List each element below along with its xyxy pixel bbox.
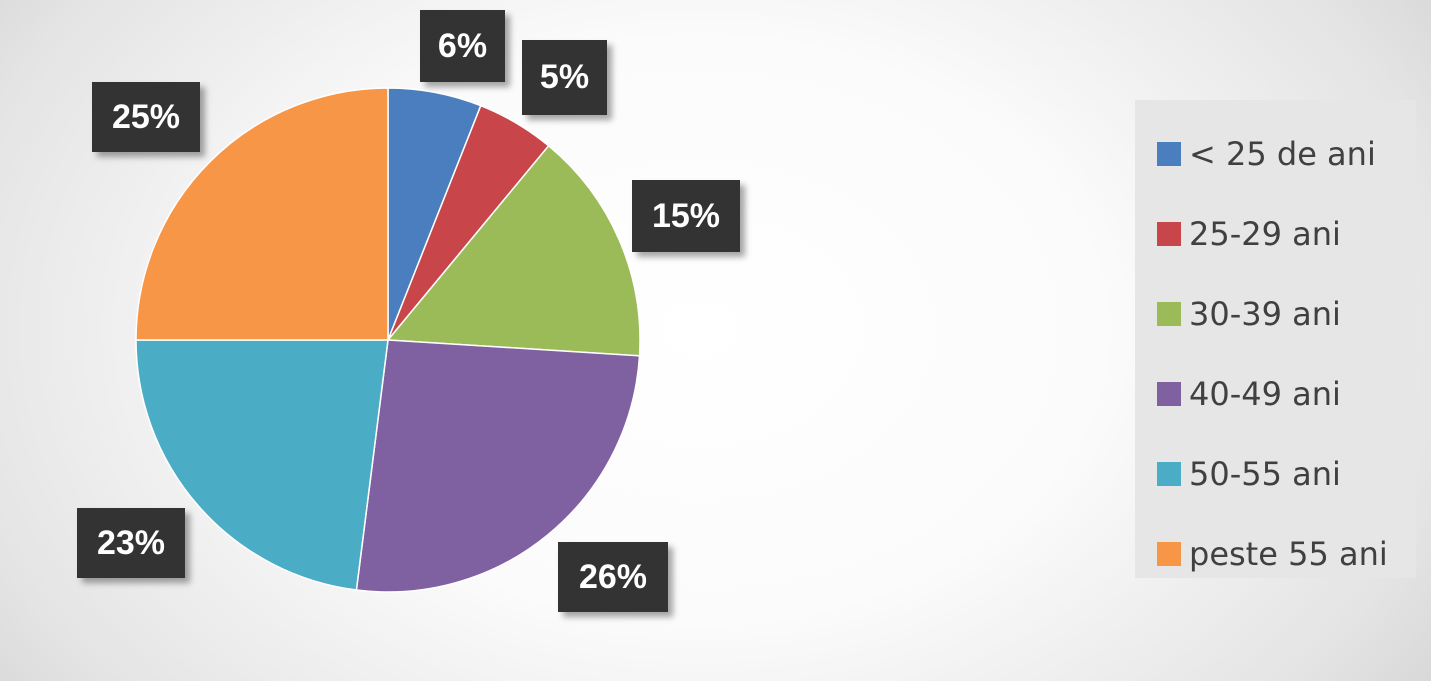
legend-label: 30-39 ani <box>1189 295 1341 333</box>
legend-item: 25-29 ani <box>1157 194 1416 274</box>
legend-swatch <box>1157 382 1181 406</box>
legend-swatch <box>1157 542 1181 566</box>
legend-swatch <box>1157 302 1181 326</box>
legend-item: 40-49 ani <box>1157 354 1416 434</box>
legend-swatch <box>1157 222 1181 246</box>
pie-slice-3 <box>355 339 641 593</box>
legend-item: 30-39 ani <box>1157 274 1416 354</box>
data-label: 6% <box>420 10 505 82</box>
legend-item: 50-55 ani <box>1157 434 1416 514</box>
data-label: 5% <box>522 40 607 115</box>
data-label: 23% <box>77 508 185 578</box>
legend-label: 40-49 ani <box>1189 375 1341 413</box>
pie-slice-5 <box>135 87 389 341</box>
legend: < 25 de ani 25-29 ani 30-39 ani 40-49 ani 50… <box>1135 100 1416 578</box>
legend-label: peste 55 ani <box>1189 535 1388 573</box>
legend-swatch <box>1157 142 1181 166</box>
legend-label: 50-55 ani <box>1189 455 1341 493</box>
legend-label: 25-29 ani <box>1189 215 1341 253</box>
pie-slice-2 <box>386 144 641 357</box>
data-label: 26% <box>558 542 668 612</box>
pie-slice-4 <box>135 339 389 591</box>
legend-item: < 25 de ani <box>1157 114 1416 194</box>
legend-swatch <box>1157 462 1181 486</box>
legend-item: peste 55 ani <box>1157 514 1416 594</box>
data-label: 15% <box>632 180 740 252</box>
data-label: 25% <box>92 82 200 152</box>
legend-label: < 25 de ani <box>1189 135 1376 173</box>
